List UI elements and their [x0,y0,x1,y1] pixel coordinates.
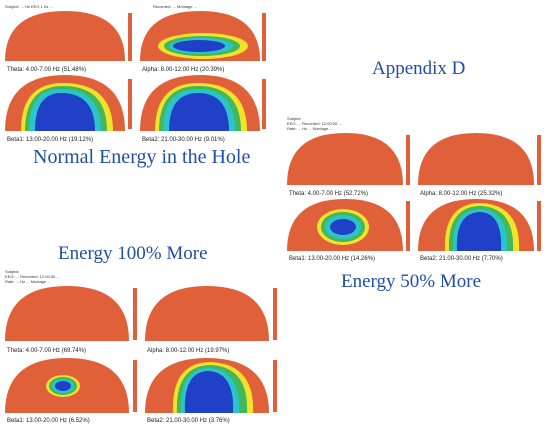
high-energy-region [55,381,71,391]
band-label: Theta: 4.00-7.00 Hz (52.72%) [289,191,368,197]
band-label: Beta2: 21.00-30.00 Hz (7.70%) [420,256,503,262]
band-label: Theta: 4.00-7.00 Hz (69.74%) [7,348,86,354]
color-scale-bar [133,360,137,412]
panel-header-line: Rate: ... Hz ... Montage ... [287,126,333,131]
topomap-beta1: Beta1: 13.00-20.00 Hz (19.12%) [5,75,132,143]
brain-map-panel-100-percent: Subject: EEG: ... Recorded: 12:00:00 ...… [3,268,283,425]
head-map [5,286,129,341]
brain-map-panel-50-percent: Subject: EEG: ... Recorded: 12:00:00 ...… [285,115,550,263]
band-label: Beta2: 21.00-30.00 Hz (9.01%) [142,137,225,143]
panel-header-line: Subject: [287,116,301,121]
caption-energy-50: Energy 50% More [341,271,482,292]
high-energy-region [35,93,95,131]
topomap-beta2: Beta2: 21.00-30.00 Hz (3.76%) [145,358,277,424]
topomap-alpha: Alpha: 8.00-12.00 Hz (20.39%) [140,11,266,73]
color-scale-bar [273,288,277,340]
appendix-title: Appendix D [372,58,466,79]
head-map [418,133,534,185]
panel-header-line: Subject: ... Hz EEG 1.0s ... [5,4,53,9]
caption-energy-100: Energy 100% More [58,243,208,264]
high-energy-region [456,212,502,251]
topomap-beta1: Beta1: 13.00-20.00 Hz (6.52%) [5,358,137,424]
color-scale-bar [128,13,132,61]
color-scale-bar [262,13,266,61]
color-scale-bar [537,201,541,251]
panel-header-line: Subject: [5,269,19,274]
brain-map-panel-normal: Subject: ... Hz EEG 1.0s ... Recorded: .… [3,3,273,145]
head-map [287,133,403,185]
panel-header-line: EEG: ... Recorded: 12:00:00 ... [287,121,342,126]
caption-normal-energy: Normal Energy in the Hole [33,146,251,168]
band-label: Alpha: 8.00-12.00 Hz (25.32%) [420,191,502,197]
color-scale-bar [128,79,132,129]
color-scale-bar [273,360,277,412]
color-scale-bar [406,201,410,251]
band-label: Beta1: 13.00-20.00 Hz (14.26%) [289,256,375,262]
color-scale-bar [262,79,266,129]
topomap-theta: Theta: 4.00-7.00 Hz (69.74%) [5,286,137,354]
band-label: Beta1: 13.00-20.00 Hz (6.52%) [7,418,90,424]
band-label: Alpha: 8.00-12.00 Hz (19.97%) [147,348,229,354]
topomap-alpha: Alpha: 8.00-12.00 Hz (25.32%) [418,133,541,197]
high-energy-region [330,219,356,235]
topomap-theta: Theta: 4.00-7.00 Hz (52.72%) [287,133,410,197]
head-map [5,11,125,61]
panel-header-line: EEG: ... Recorded: 12:00:00 ... [5,274,60,279]
band-label: Beta2: 21.00-30.00 Hz (3.76%) [147,418,230,424]
high-energy-region [173,40,225,52]
color-scale-bar [537,135,541,185]
topomap-theta: Theta: 4.00-7.00 Hz (51.48%) [5,11,132,73]
topomap-beta2: Beta2: 21.00-30.00 Hz (7.70%) [418,199,541,262]
band-label: Beta1: 13.00-20.00 Hz (19.12%) [7,137,93,143]
band-label: Theta: 4.00-7.00 Hz (51.48%) [7,67,86,73]
topomap-beta1: Beta1: 13.00-20.00 Hz (14.26%) [287,199,410,262]
band-label: Alpha: 8.00-12.00 Hz (20.39%) [142,67,224,73]
panel-header-line: Recorded: ... Montage ... [153,4,197,9]
color-scale-bar [406,135,410,185]
panel-header-line: Rate: ... Hz ... Montage ... [5,279,51,284]
color-scale-bar [133,288,137,340]
head-map [145,286,269,341]
topomap-beta2: Beta2: 21.00-30.00 Hz (9.01%) [140,75,266,143]
topomap-alpha: Alpha: 8.00-12.00 Hz (19.97%) [145,286,277,354]
high-energy-region [169,93,229,131]
high-energy-region [184,371,234,413]
